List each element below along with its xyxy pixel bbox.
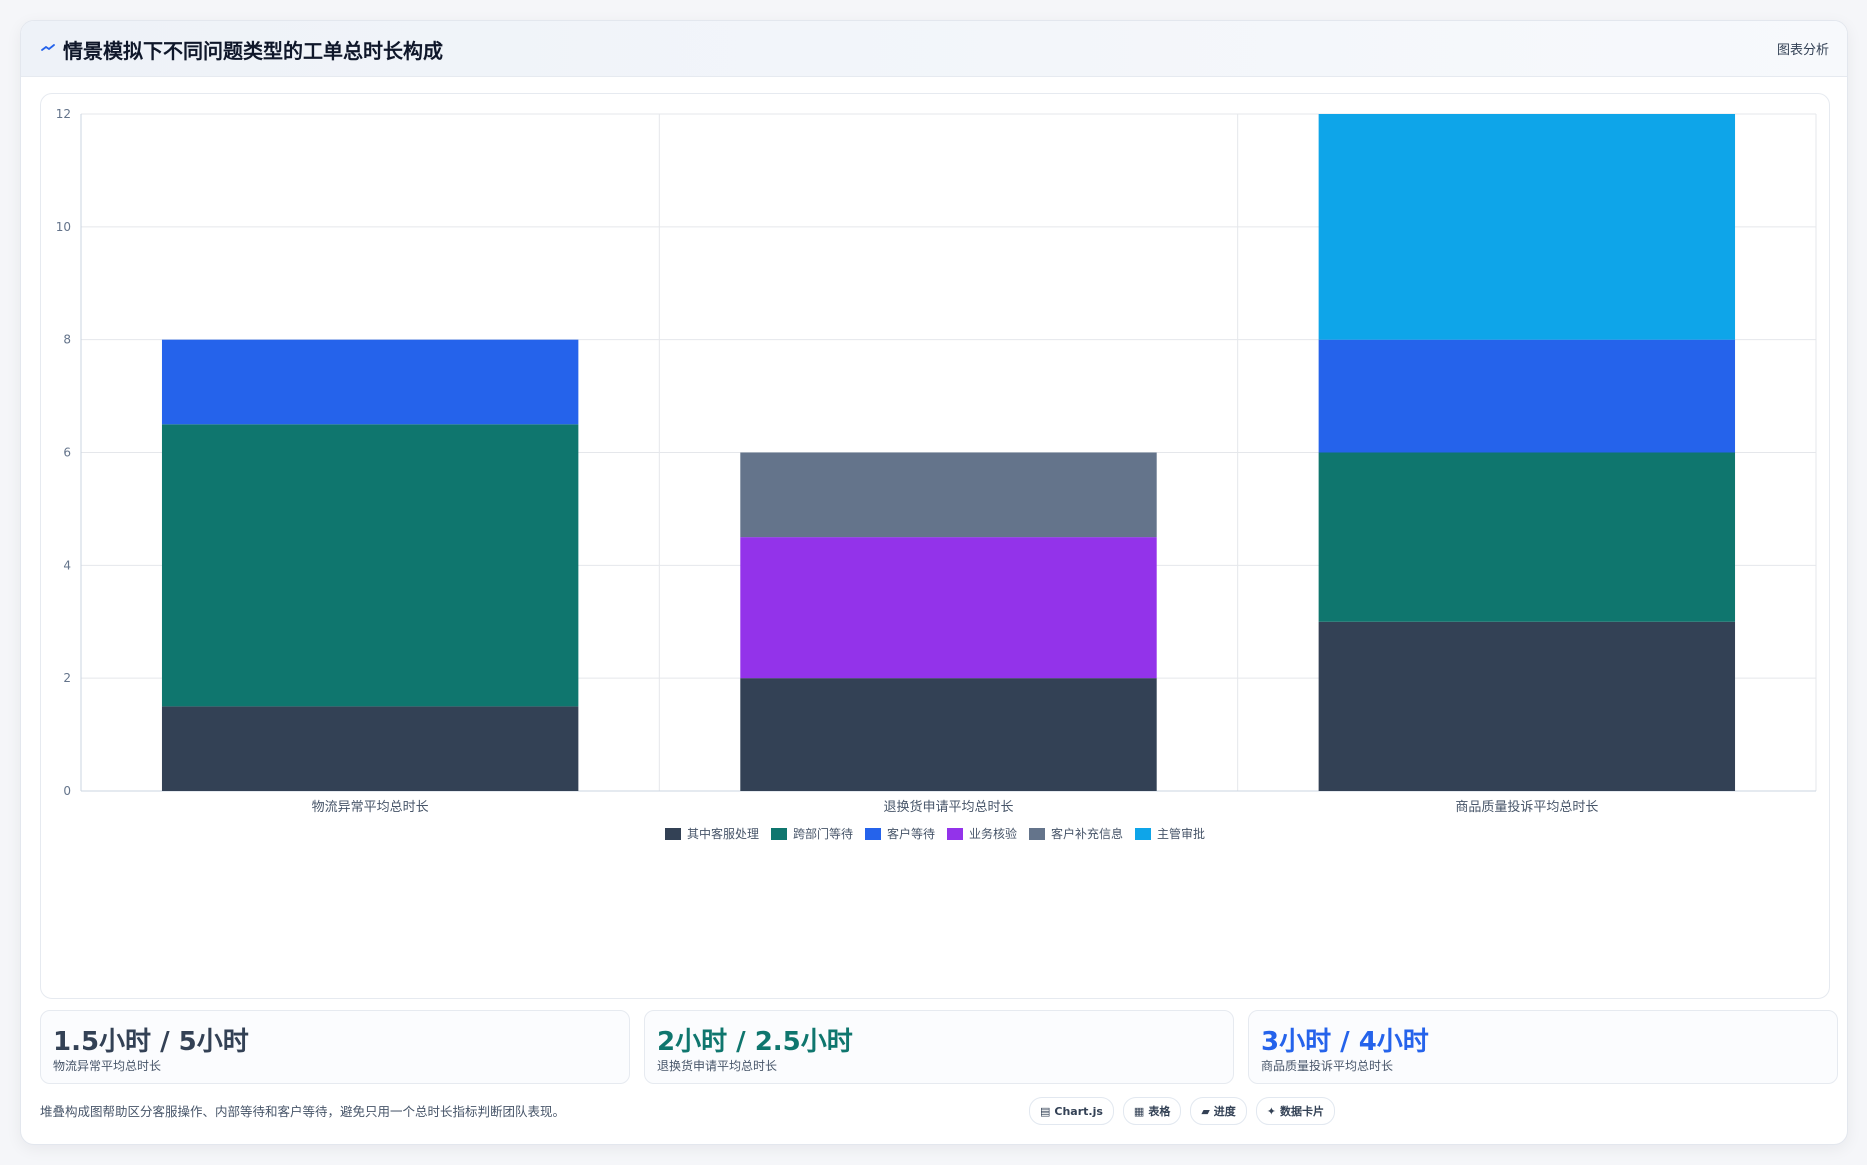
legend-swatch	[664, 827, 681, 840]
stat-value: 1.5小时 / 5小时	[53, 1027, 249, 1057]
stat-row: 1.5小时 / 5小时 物流异常平均总时长 2小时 / 2.5小时 退换货申请平均总时…	[40, 1010, 1838, 1084]
stat-label: 商品质量投诉平均总时长	[1261, 1059, 1394, 1073]
bar-segment	[1318, 339, 1736, 453]
stat-card: 1.5小时 / 5小时物流异常平均总时长	[40, 1010, 630, 1084]
legend-label: 跨部门等待	[792, 827, 853, 841]
legend-item[interactable]: 跨部门等待	[770, 825, 853, 842]
y-tick-label: 8	[63, 333, 71, 347]
legend-item[interactable]: 主管审批	[1135, 825, 1205, 842]
bar-segment	[740, 537, 1157, 679]
legend-swatch	[770, 827, 787, 840]
legend-label: 客户等待	[886, 827, 935, 841]
y-tick-label: 12	[56, 107, 71, 121]
stacked-bar-chart: 0 2 4 6 8 10 12 物流异常平均总时长 退换货申请平均总时长 商品质量投诉平均总时长	[56, 107, 1817, 815]
chart-card: 情景模拟下不同问题类型的工单总时长构成 图表分析 0 2 4 6 8 10 12 物流异常平均…	[20, 20, 1848, 1145]
chip-label: 表格	[1148, 1105, 1171, 1118]
x-tick-label: 商品质量投诉平均总时长	[1455, 799, 1598, 815]
stat-value: 3小时 / 4小时	[1261, 1027, 1429, 1057]
stat-label: 退换货申请平均总时长	[657, 1059, 778, 1073]
bar-segment	[161, 339, 579, 425]
legend-item[interactable]: 客户补充信息	[1029, 825, 1123, 842]
x-tick-label: 退换货申请平均总时长	[883, 799, 1013, 815]
y-tick-label: 2	[63, 671, 71, 685]
table-icon: ▦	[1133, 1104, 1145, 1118]
legend-swatch	[1135, 827, 1152, 840]
progress-icon: ▰	[1201, 1104, 1210, 1118]
legend-label: 主管审批	[1157, 827, 1206, 841]
chart-panel: 0 2 4 6 8 10 12 物流异常平均总时长 退换货申请平均总时长 商品质量投诉平均总时长 …	[40, 93, 1830, 999]
header-badge: 图表分析	[1776, 43, 1829, 58]
legend-label: 其中客服处理	[686, 827, 759, 841]
card-icon: ✦	[1266, 1104, 1277, 1118]
bar-segment	[161, 424, 579, 707]
chip-card[interactable]: ✦ 数据卡片	[1255, 1097, 1336, 1125]
trend-icon	[41, 44, 55, 51]
legend-label: 客户补充信息	[1051, 827, 1124, 841]
card-header: 情景模拟下不同问题类型的工单总时长构成 图表分析	[21, 21, 1847, 77]
y-tick-label: 4	[63, 558, 71, 572]
legend-swatch	[1029, 827, 1046, 840]
chip-label: 数据卡片	[1280, 1105, 1325, 1118]
chip-progress[interactable]: ▰ 进度	[1190, 1097, 1247, 1125]
stat-label: 物流异常平均总时长	[53, 1059, 162, 1073]
x-tick-label: 物流异常平均总时长	[312, 800, 429, 815]
chip-table[interactable]: ▦ 表格	[1122, 1097, 1182, 1125]
legend-item[interactable]: 客户等待	[864, 825, 935, 842]
chart-icon: ▤	[1040, 1104, 1051, 1118]
y-tick-label: 6	[63, 446, 71, 460]
chip-row: ▤ Chart.js ▦ 表格 ▰ 进度 ✦ 数据卡片	[1029, 1097, 1336, 1125]
chip-label: Chart.js	[1054, 1104, 1103, 1118]
chip-label: 进度	[1213, 1105, 1236, 1118]
legend-swatch	[947, 827, 963, 840]
stat-card: 3小时 / 4小时商品质量投诉平均总时长	[1248, 1010, 1838, 1084]
bar-segment	[1318, 114, 1736, 340]
bar-segment	[740, 678, 1157, 791]
legend-swatch	[864, 827, 881, 840]
page-title: 情景模拟下不同问题类型的工单总时长构成	[63, 39, 443, 63]
stat-value: 2小时 / 2.5小时	[657, 1027, 853, 1057]
bar-segment	[1318, 621, 1736, 791]
y-tick-label: 10	[56, 220, 71, 234]
legend-item[interactable]: 其中客服处理	[664, 825, 759, 842]
bar-segment	[1318, 452, 1736, 622]
chip-chart[interactable]: ▤ Chart.js	[1029, 1097, 1114, 1125]
legend-item[interactable]: 业务核验	[947, 825, 1017, 842]
stat-card: 2小时 / 2.5小时退换货申请平均总时长	[644, 1010, 1234, 1084]
bar-segment	[161, 706, 579, 791]
chart-legend: 其中客服处理 跨部门等待 客户等待 业务核验 客户补充信息 主管审批	[41, 825, 1829, 842]
footnote: 堆叠构成图帮助区分客服操作、内部等待和客户等待，避免只用一个总时长指标判断团队表…	[40, 1104, 566, 1119]
legend-label: 业务核验	[969, 827, 1018, 841]
y-tick-label: 0	[63, 784, 71, 798]
bar-segment	[740, 452, 1157, 538]
